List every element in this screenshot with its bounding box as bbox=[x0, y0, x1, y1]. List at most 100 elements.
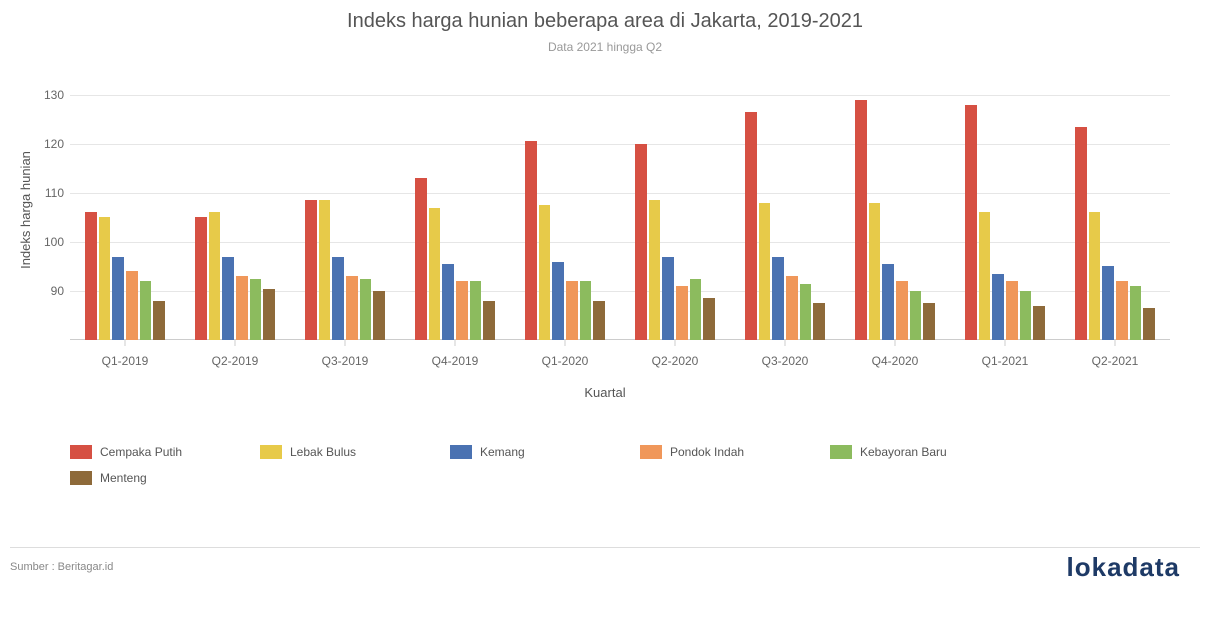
bar bbox=[1130, 286, 1142, 340]
bar bbox=[236, 276, 248, 340]
bar bbox=[305, 200, 317, 340]
legend-swatch bbox=[70, 471, 92, 485]
chart-subtitle: Data 2021 hingga Q2 bbox=[0, 40, 1210, 54]
bar bbox=[456, 281, 468, 340]
legend-label: Cempaka Putih bbox=[100, 445, 182, 459]
bar bbox=[112, 257, 124, 340]
bar bbox=[703, 298, 715, 340]
bar bbox=[910, 291, 922, 340]
bar bbox=[415, 178, 427, 340]
bar bbox=[429, 208, 441, 340]
legend-item: Kemang bbox=[450, 445, 640, 459]
x-tick bbox=[125, 340, 126, 346]
gridline bbox=[70, 95, 1170, 96]
bar bbox=[593, 301, 605, 340]
legend-swatch bbox=[260, 445, 282, 459]
legend-label: Lebak Bulus bbox=[290, 445, 356, 459]
x-tick-label: Q4-2019 bbox=[432, 354, 479, 368]
y-axis-label: Indeks harga hunian bbox=[18, 151, 33, 269]
x-tick-label: Q3-2019 bbox=[322, 354, 369, 368]
legend-swatch bbox=[640, 445, 662, 459]
bar bbox=[99, 217, 111, 340]
bar bbox=[1006, 281, 1018, 340]
y-tick-label: 110 bbox=[45, 186, 64, 200]
bar bbox=[1089, 212, 1101, 340]
bar bbox=[566, 281, 578, 340]
bar bbox=[153, 301, 165, 340]
bar bbox=[525, 141, 537, 340]
legend-label: Menteng bbox=[100, 471, 147, 485]
bar bbox=[126, 271, 138, 340]
x-tick-label: Q1-2019 bbox=[102, 354, 149, 368]
bar bbox=[882, 264, 894, 340]
bar bbox=[539, 205, 551, 340]
x-tick bbox=[455, 340, 456, 346]
bar bbox=[332, 257, 344, 340]
legend-item: Lebak Bulus bbox=[260, 445, 450, 459]
bar bbox=[855, 100, 867, 340]
bar bbox=[263, 289, 275, 341]
bar bbox=[649, 200, 661, 340]
x-tick-label: Q1-2021 bbox=[982, 354, 1029, 368]
legend-item: Menteng bbox=[70, 471, 260, 485]
legend: Cempaka Putih Lebak Bulus Kemang Pondok Ind… bbox=[70, 445, 1170, 497]
legend-item: Cempaka Putih bbox=[70, 445, 260, 459]
gridline bbox=[70, 144, 1170, 145]
x-tick-label: Q4-2020 bbox=[872, 354, 919, 368]
bar bbox=[1143, 308, 1155, 340]
bar bbox=[442, 264, 454, 340]
bar bbox=[772, 257, 784, 340]
plot-area: 90100110120130Q1-2019Q2-2019Q3-2019Q4-20… bbox=[70, 80, 1170, 340]
source-text: Sumber : Beritagar.id bbox=[10, 561, 113, 573]
x-tick bbox=[1115, 340, 1116, 346]
bar bbox=[1033, 306, 1045, 340]
legend-swatch bbox=[450, 445, 472, 459]
bar bbox=[800, 284, 812, 340]
legend-label: Pondok Indah bbox=[670, 445, 744, 459]
bar bbox=[346, 276, 358, 340]
bar bbox=[319, 200, 331, 340]
bar bbox=[140, 281, 152, 340]
bar bbox=[360, 279, 372, 340]
x-axis-label: Kuartal bbox=[0, 385, 1210, 400]
chart-title: Indeks harga hunian beberapa area di Jak… bbox=[0, 10, 1210, 33]
x-tick-label: Q2-2021 bbox=[1092, 354, 1139, 368]
bar bbox=[580, 281, 592, 340]
x-tick-label: Q2-2019 bbox=[212, 354, 259, 368]
chart-container: Indeks harga hunian beberapa area di Jak… bbox=[0, 0, 1210, 628]
x-tick bbox=[565, 340, 566, 346]
bar bbox=[635, 144, 647, 340]
x-tick bbox=[345, 340, 346, 346]
bar bbox=[869, 203, 881, 340]
y-tick-label: 130 bbox=[44, 88, 64, 102]
x-tick-label: Q1-2020 bbox=[542, 354, 589, 368]
legend-item: Pondok Indah bbox=[640, 445, 830, 459]
bar bbox=[662, 257, 674, 340]
bar bbox=[552, 262, 564, 340]
x-tick bbox=[1005, 340, 1006, 346]
bar bbox=[745, 112, 757, 340]
gridline bbox=[70, 242, 1170, 243]
bar bbox=[1102, 266, 1114, 340]
bar bbox=[195, 217, 207, 340]
bar bbox=[965, 105, 977, 340]
bar bbox=[483, 301, 495, 340]
bar bbox=[1075, 127, 1087, 340]
bar bbox=[786, 276, 798, 340]
bar bbox=[676, 286, 688, 340]
bar bbox=[992, 274, 1004, 340]
legend-label: Kemang bbox=[480, 445, 525, 459]
x-tick bbox=[235, 340, 236, 346]
y-tick-label: 100 bbox=[44, 235, 64, 249]
bar bbox=[923, 303, 935, 340]
bar bbox=[250, 279, 262, 340]
bar bbox=[896, 281, 908, 340]
bar bbox=[979, 212, 991, 340]
bar bbox=[470, 281, 482, 340]
footer-divider bbox=[10, 547, 1200, 548]
legend-swatch bbox=[70, 445, 92, 459]
bar bbox=[1020, 291, 1032, 340]
x-tick bbox=[675, 340, 676, 346]
x-tick-label: Q2-2020 bbox=[652, 354, 699, 368]
bar bbox=[759, 203, 771, 340]
